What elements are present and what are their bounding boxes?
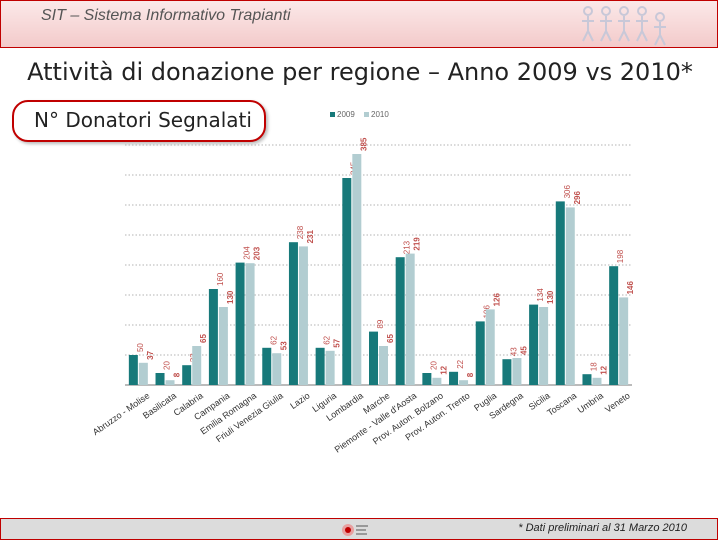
- bar-2009: [155, 373, 165, 385]
- legend-swatch-2010: [364, 112, 369, 117]
- footnote: * Dati preliminari al 31 Marzo 2010: [518, 522, 687, 534]
- data-label: 203: [253, 246, 262, 260]
- chart-title: N° Donatori Segnalati: [34, 108, 252, 132]
- data-label: 204: [243, 246, 252, 260]
- x-tick-label: Veneto: [603, 390, 632, 414]
- legend-label-2009: 2009: [337, 110, 355, 119]
- data-label: 198: [616, 249, 625, 263]
- data-label: 130: [546, 290, 555, 304]
- bar-2009: [422, 373, 432, 385]
- data-label: 65: [386, 334, 395, 343]
- data-label: 12: [599, 365, 608, 374]
- data-label: 20: [429, 361, 438, 370]
- bar-2009: [235, 262, 245, 385]
- data-label: 231: [306, 230, 315, 244]
- bar-2009: [208, 289, 218, 385]
- people-logo-icon: [582, 6, 666, 46]
- chart-title-box: N° Donatori Segnalati: [12, 100, 266, 142]
- bar-2009: [288, 242, 298, 385]
- data-label: 306: [563, 185, 572, 199]
- legend-swatch-2009: [330, 112, 335, 117]
- bar-2009: [395, 257, 405, 385]
- data-label: 126: [493, 293, 502, 307]
- header-bar: SIT – Sistema Informativo Trapianti: [0, 0, 718, 48]
- bar-2010: [512, 358, 522, 385]
- data-label: 385: [359, 137, 368, 151]
- data-label: 62: [323, 335, 332, 344]
- bar-2010: [272, 353, 282, 385]
- bar-2010: [218, 307, 228, 385]
- bar-2009: [342, 178, 352, 385]
- bar-2010: [405, 253, 415, 385]
- bar-2009: [262, 347, 272, 385]
- data-label: 57: [333, 338, 342, 347]
- bar-2009: [449, 371, 459, 385]
- bar-2010: [432, 377, 442, 385]
- bar-2010: [352, 154, 362, 385]
- data-label: 134: [536, 288, 545, 302]
- bar-2009: [475, 321, 485, 385]
- data-label: 43: [509, 347, 518, 356]
- bar-2010: [165, 380, 175, 385]
- data-label: 89: [376, 319, 385, 328]
- data-label: 45: [519, 346, 528, 355]
- bar-2010: [565, 207, 575, 385]
- data-label: 296: [573, 191, 582, 205]
- bar-2009: [555, 201, 565, 385]
- bar-2009: [182, 365, 192, 385]
- data-label: 238: [296, 225, 305, 239]
- bar-2009: [609, 266, 619, 385]
- data-label: 18: [589, 362, 598, 371]
- data-label: 62: [269, 335, 278, 344]
- x-tick-label: Umbria: [576, 390, 606, 415]
- footer-bar: * Dati preliminari al 31 Marzo 2010: [0, 518, 718, 540]
- data-label: 160: [216, 272, 225, 286]
- data-label: 8: [466, 372, 475, 377]
- data-label: 65: [199, 334, 208, 343]
- cnt-logo-icon: [342, 524, 368, 536]
- data-label: 130: [226, 290, 235, 304]
- legend-label-2010: 2010: [371, 110, 389, 119]
- data-label: 12: [439, 365, 448, 374]
- data-label: 213: [403, 240, 412, 254]
- bar-2010: [539, 307, 549, 385]
- bar-2009: [369, 331, 378, 385]
- data-label: 219: [413, 237, 422, 251]
- bar-2010: [459, 380, 469, 385]
- data-label: 50: [136, 343, 145, 352]
- bar-2009: [529, 304, 539, 385]
- page-title: Attività di donazione per regione – Anno…: [27, 58, 693, 86]
- app-title: SIT – Sistema Informativo Trapianti: [41, 7, 291, 24]
- bar-2010: [592, 377, 602, 385]
- bar-2010: [379, 346, 388, 385]
- bar-2010: [138, 362, 148, 385]
- data-label: 53: [279, 341, 288, 350]
- bar-2009: [582, 374, 592, 385]
- data-label: 146: [626, 281, 635, 295]
- bar-2010: [192, 346, 202, 385]
- bar-2010: [298, 246, 308, 385]
- data-label: 20: [163, 361, 172, 370]
- bar-2010: [485, 309, 495, 385]
- data-label: 22: [456, 359, 465, 368]
- bar-2009: [502, 359, 512, 385]
- bar-2010: [325, 350, 335, 385]
- x-tick-label: Toscana: [545, 390, 578, 417]
- data-label: 8: [173, 372, 182, 377]
- bar-2010: [619, 297, 629, 385]
- x-tick-label: Lazio: [288, 390, 311, 411]
- bar-2009: [128, 355, 138, 385]
- data-label: 37: [146, 350, 155, 359]
- bar-2009: [315, 347, 325, 385]
- bar-2010: [245, 263, 255, 385]
